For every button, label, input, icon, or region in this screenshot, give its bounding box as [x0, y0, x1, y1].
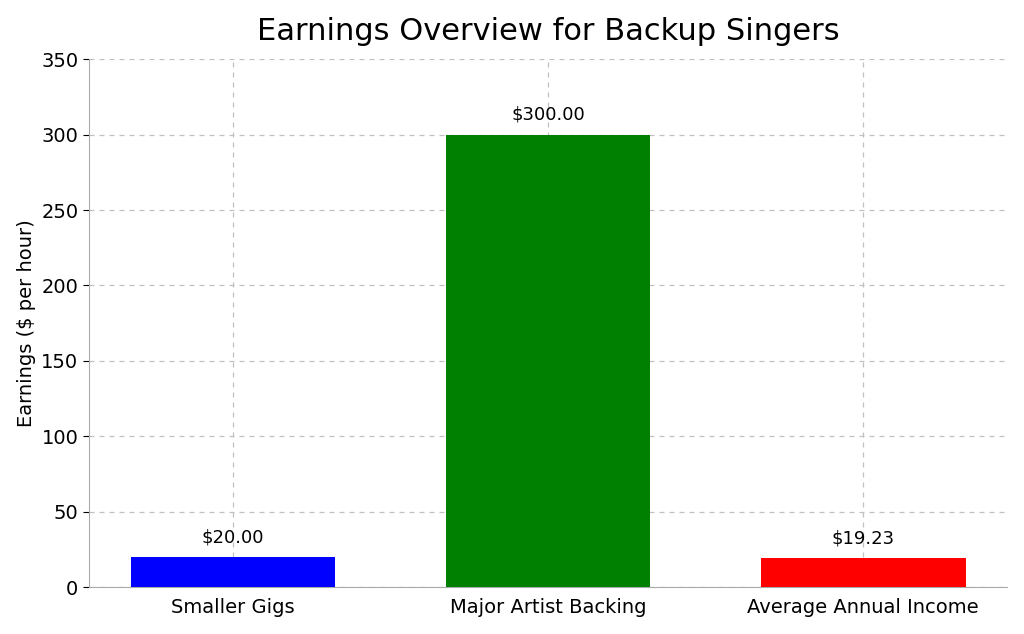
Text: $20.00: $20.00: [202, 529, 264, 547]
Y-axis label: Earnings ($ per hour): Earnings ($ per hour): [16, 219, 36, 427]
Bar: [761, 558, 966, 587]
Bar: [445, 134, 650, 587]
Text: $300.00: $300.00: [511, 106, 585, 124]
Text: $19.23: $19.23: [831, 529, 895, 548]
Title: Earnings Overview for Backup Singers: Earnings Overview for Backup Singers: [257, 16, 840, 46]
Bar: [130, 557, 335, 587]
